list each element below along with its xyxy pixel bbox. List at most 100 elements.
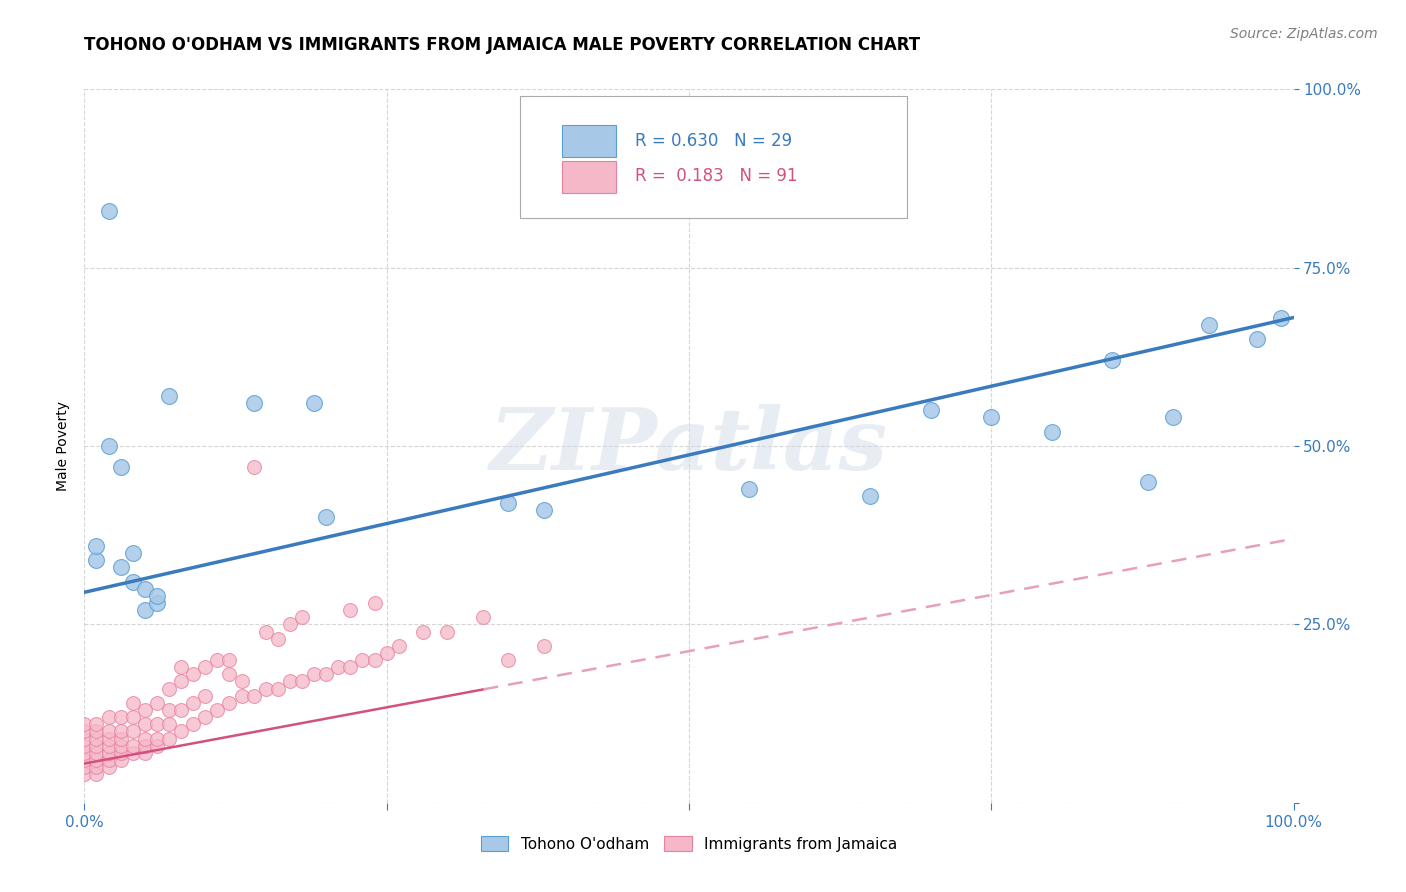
Point	[97, 746, 120, 760]
Point	[73, 746, 96, 760]
Point	[920, 403, 942, 417]
Point	[181, 717, 204, 731]
Point	[97, 760, 120, 774]
Point	[533, 639, 555, 653]
Point	[533, 503, 555, 517]
Point	[86, 724, 108, 739]
Point	[86, 746, 108, 760]
Point	[86, 553, 108, 567]
Point	[170, 703, 193, 717]
Point	[472, 610, 495, 624]
Point	[110, 710, 132, 724]
Point	[110, 739, 132, 753]
Point	[859, 489, 882, 503]
Point	[121, 739, 143, 753]
Point	[73, 767, 96, 781]
Point	[134, 739, 156, 753]
Point	[86, 767, 108, 781]
Point	[302, 667, 325, 681]
Point	[738, 482, 761, 496]
Point	[110, 724, 132, 739]
Point	[97, 710, 120, 724]
Point	[110, 460, 132, 475]
Point	[242, 396, 264, 410]
Point	[110, 731, 132, 746]
Point	[1198, 318, 1220, 332]
Point	[315, 510, 337, 524]
Point	[242, 460, 264, 475]
Point	[97, 731, 120, 746]
Point	[121, 574, 143, 589]
Point	[86, 760, 108, 774]
Point	[157, 717, 180, 731]
Point	[194, 660, 217, 674]
Point	[375, 646, 398, 660]
Point	[1040, 425, 1063, 439]
Point	[146, 596, 169, 610]
FancyBboxPatch shape	[520, 96, 907, 218]
Text: ZIPatlas: ZIPatlas	[489, 404, 889, 488]
FancyBboxPatch shape	[562, 161, 616, 193]
Point	[134, 703, 156, 717]
Point	[278, 617, 301, 632]
Point	[496, 496, 519, 510]
Point	[1101, 353, 1123, 368]
Point	[231, 674, 253, 689]
Point	[146, 731, 169, 746]
Point	[146, 717, 169, 731]
Point	[134, 731, 156, 746]
Point	[86, 739, 108, 753]
Point	[73, 760, 96, 774]
Point	[157, 681, 180, 696]
Point	[73, 731, 96, 746]
Point	[134, 746, 156, 760]
Text: R =  0.183   N = 91: R = 0.183 N = 91	[634, 168, 797, 186]
Point	[86, 753, 108, 767]
Point	[157, 703, 180, 717]
Point	[207, 703, 229, 717]
Point	[134, 717, 156, 731]
Point	[146, 589, 169, 603]
Text: TOHONO O'ODHAM VS IMMIGRANTS FROM JAMAICA MALE POVERTY CORRELATION CHART: TOHONO O'ODHAM VS IMMIGRANTS FROM JAMAIC…	[84, 36, 921, 54]
Point	[110, 753, 132, 767]
Point	[1137, 475, 1160, 489]
Point	[302, 396, 325, 410]
Point	[278, 674, 301, 689]
Point	[146, 696, 169, 710]
Point	[73, 739, 96, 753]
Point	[97, 753, 120, 767]
Point	[218, 696, 240, 710]
Point	[73, 724, 96, 739]
Point	[110, 560, 132, 574]
Point	[73, 717, 96, 731]
Point	[1161, 410, 1184, 425]
Point	[291, 674, 314, 689]
Point	[328, 660, 350, 674]
Point	[315, 667, 337, 681]
Point	[1270, 310, 1292, 325]
Point	[352, 653, 374, 667]
Point	[363, 653, 385, 667]
Point	[181, 667, 204, 681]
FancyBboxPatch shape	[562, 125, 616, 157]
Point	[121, 724, 143, 739]
Point	[388, 639, 411, 653]
Point	[291, 610, 314, 624]
Point	[86, 539, 108, 553]
Point	[267, 632, 290, 646]
Point	[218, 667, 240, 681]
Point	[254, 681, 277, 696]
Point	[496, 653, 519, 667]
Text: Source: ZipAtlas.com: Source: ZipAtlas.com	[1230, 27, 1378, 41]
Point	[134, 582, 156, 596]
Y-axis label: Male Poverty: Male Poverty	[56, 401, 70, 491]
Point	[97, 439, 120, 453]
Point	[242, 689, 264, 703]
Legend: Tohono O'odham, Immigrants from Jamaica: Tohono O'odham, Immigrants from Jamaica	[474, 828, 904, 859]
Point	[110, 746, 132, 760]
Text: R = 0.630   N = 29: R = 0.630 N = 29	[634, 132, 792, 150]
Point	[181, 696, 204, 710]
Point	[1246, 332, 1268, 346]
Point	[97, 724, 120, 739]
Point	[121, 696, 143, 710]
